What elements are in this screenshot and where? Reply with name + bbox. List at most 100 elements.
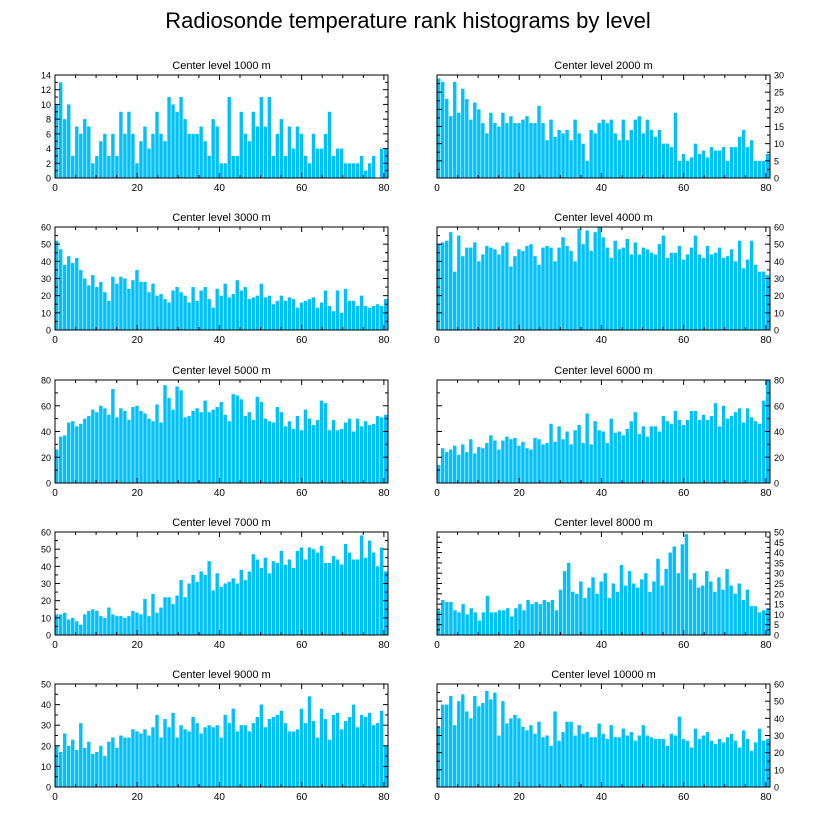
histogram-bar: [561, 237, 565, 330]
histogram-bar: [473, 102, 477, 178]
histogram-bar: [287, 297, 292, 330]
histogram-bar: [609, 418, 613, 483]
histogram-bar: [741, 129, 746, 178]
x-tick-label: 40: [596, 640, 608, 651]
histogram-bar: [521, 251, 525, 330]
histogram-bar: [211, 307, 215, 330]
histogram-bar: [355, 305, 360, 330]
histogram-bar: [267, 421, 272, 483]
histogram-bar: [115, 417, 119, 483]
histogram-bar: [67, 745, 71, 787]
histogram-bar: [749, 417, 754, 483]
y-tick-label: 12: [41, 85, 51, 95]
x-tick-label: 20: [132, 792, 144, 803]
histogram-bar: [641, 247, 646, 330]
histogram-bar: [371, 305, 376, 330]
histogram-bar: [379, 148, 384, 178]
histogram-bar: [561, 732, 565, 787]
x-tick-label: 0: [434, 335, 440, 346]
x-tick-label: 0: [52, 183, 58, 194]
histogram-bar: [465, 99, 469, 178]
histogram-bar: [347, 300, 352, 330]
y-tick-label: 30: [774, 274, 784, 284]
histogram-bar: [648, 591, 652, 635]
histogram-bar: [311, 549, 316, 635]
histogram-bar: [159, 737, 163, 787]
histogram-bar: [753, 606, 758, 635]
histogram-bar: [629, 421, 633, 483]
histogram-bar: [593, 133, 597, 178]
histogram-bar: [549, 119, 553, 178]
histogram-bar: [676, 573, 681, 635]
histogram-bar: [71, 155, 75, 178]
y-tick-label: 10: [41, 613, 51, 623]
histogram-bar: [481, 123, 485, 178]
histogram-bar: [147, 292, 151, 330]
histogram-bar: [733, 147, 738, 178]
histogram-bar: [529, 244, 533, 330]
histogram-bar: [319, 148, 324, 178]
y-tick-label: 10: [41, 308, 51, 318]
histogram-bar: [581, 143, 585, 178]
histogram-bar: [171, 104, 175, 178]
histogram-bar: [79, 624, 83, 635]
histogram-bar: [721, 589, 725, 635]
histogram-bar: [375, 416, 380, 483]
histogram-bar: [135, 612, 139, 635]
histogram-bar: [449, 696, 453, 787]
histogram-bar: [175, 287, 179, 330]
histogram-bar: [550, 599, 555, 635]
histogram-bar: [757, 160, 762, 178]
histogram-bar: [509, 116, 513, 178]
histogram-bar: [251, 419, 256, 483]
histogram-bar: [461, 694, 465, 787]
histogram-bar: [733, 740, 738, 787]
panel-3: Center level 3000 m 0 20 40 60 80 0 10 20 30 40 50 6…: [41, 212, 390, 346]
histogram-bar: [135, 405, 139, 483]
histogram-bar: [745, 408, 750, 483]
histogram-bar: [91, 163, 95, 178]
histogram-bar: [371, 155, 376, 178]
histogram-bar: [187, 416, 191, 483]
histogram-bar: [530, 604, 534, 635]
histogram-bar: [151, 421, 155, 483]
histogram-bar: [299, 430, 304, 483]
histogram-bar: [359, 155, 364, 178]
histogram-bar: [529, 449, 533, 483]
histogram-bar: [510, 616, 514, 635]
y-tick-label: 45: [774, 538, 784, 548]
histogram-bar: [303, 409, 308, 483]
histogram-bar: [255, 126, 260, 178]
y-tick-label: 10: [41, 100, 51, 110]
histogram-bar: [534, 602, 538, 635]
histogram-bar: [83, 119, 87, 178]
histogram-bar: [489, 435, 493, 483]
histogram-bar: [665, 421, 670, 483]
histogram-bar: [605, 123, 609, 178]
histogram-bar: [613, 240, 617, 330]
histogram-bar: [501, 112, 505, 178]
histogram-bar: [701, 150, 706, 178]
histogram-bar: [79, 423, 83, 483]
histogram-bar: [123, 737, 127, 787]
histogram-bar: [131, 133, 135, 178]
histogram-bar: [701, 735, 706, 787]
histogram-bar: [733, 593, 737, 635]
histogram-bar: [155, 295, 159, 330]
histogram-bar: [713, 252, 718, 330]
histogram-bar: [183, 597, 187, 635]
histogram-bar: [765, 608, 770, 635]
histogram-bar: [267, 295, 272, 330]
histogram-bar: [123, 617, 127, 635]
histogram-bar: [159, 607, 163, 635]
histogram-bar: [155, 404, 159, 483]
histogram-bar: [95, 155, 99, 178]
histogram-bar: [123, 133, 127, 178]
histogram-bar: [566, 562, 571, 635]
histogram-bar: [207, 299, 211, 330]
histogram-bar: [585, 732, 589, 787]
histogram-bar: [705, 419, 710, 483]
x-tick-label: 20: [132, 488, 144, 499]
y-tick-label: 20: [41, 741, 51, 751]
